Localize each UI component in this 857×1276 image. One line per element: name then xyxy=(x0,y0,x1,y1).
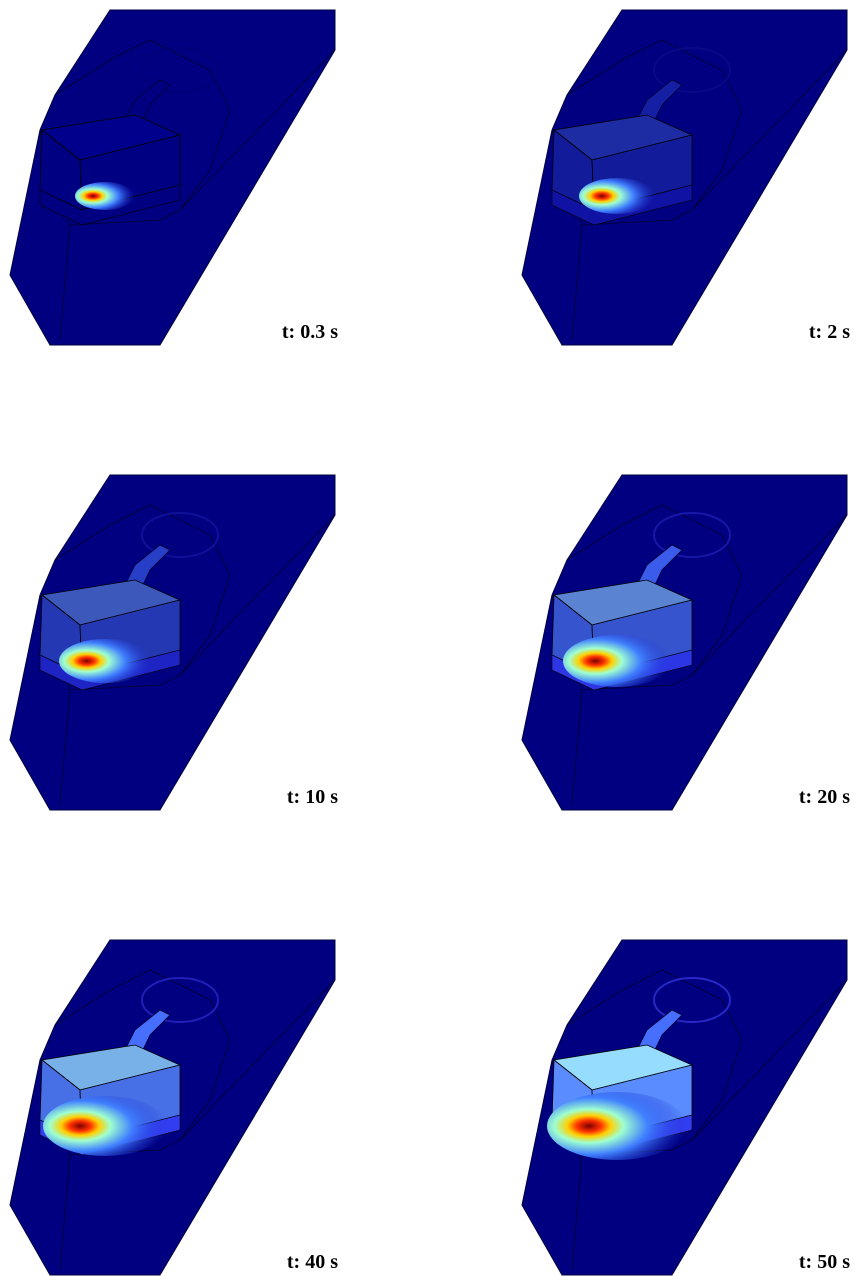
panel: t: 50 s xyxy=(522,940,850,1275)
hot-spot xyxy=(75,182,135,210)
hot-spot xyxy=(43,1096,167,1156)
panel: t: 2 s xyxy=(522,10,850,345)
hot-spot xyxy=(547,1092,687,1160)
time-label: t: 2 s xyxy=(809,321,850,343)
time-label: t: 20 s xyxy=(799,786,850,808)
panel: t: 20 s xyxy=(522,475,850,810)
time-label: t: 40 s xyxy=(287,1251,338,1273)
hot-spot xyxy=(579,178,655,214)
figure: t: 0.3 s t: 2 s t: 10 s t: 20 s t: 40 s t: 50… xyxy=(0,0,857,1276)
hot-spot xyxy=(59,639,151,683)
time-label: t: 0.3 s xyxy=(282,321,338,343)
panel: t: 40 s xyxy=(10,940,338,1275)
time-label: t: 10 s xyxy=(287,786,338,808)
hot-spot xyxy=(563,635,671,687)
panel: t: 10 s xyxy=(10,475,338,810)
panel: t: 0.3 s xyxy=(10,10,338,345)
time-label: t: 50 s xyxy=(799,1251,850,1273)
